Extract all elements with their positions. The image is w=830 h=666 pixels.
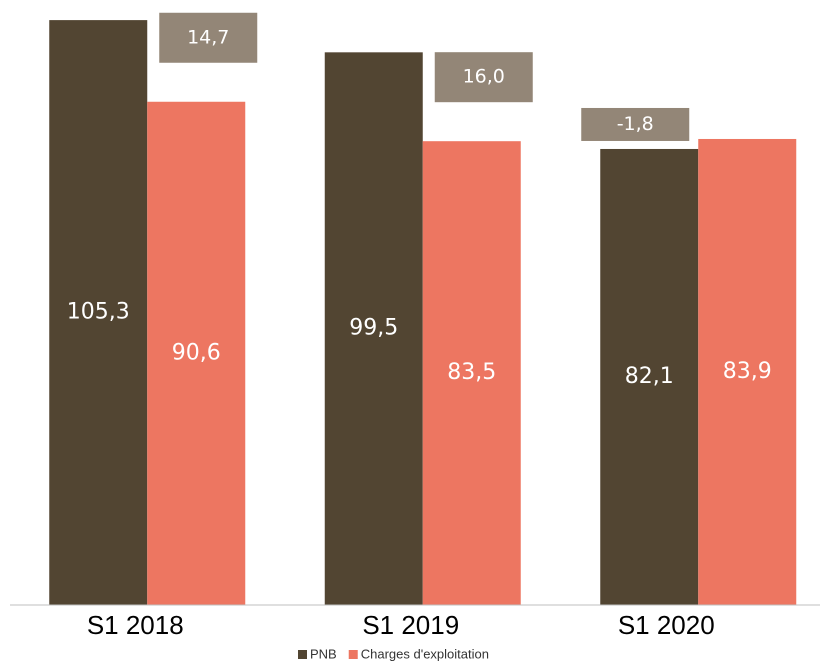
x-tick-label: S1 2018	[87, 610, 184, 640]
difference-label: 16,0	[463, 66, 505, 88]
difference-label: -1,8	[617, 113, 654, 135]
difference-label: 14,7	[187, 26, 229, 48]
legend-swatch	[298, 650, 307, 659]
bar	[324, 52, 423, 605]
bar	[147, 101, 246, 605]
difference-box	[159, 12, 258, 63]
value-label: 99,5	[349, 316, 398, 341]
value-label: 83,9	[723, 359, 772, 384]
bar	[49, 20, 148, 605]
difference-box	[434, 52, 533, 103]
difference-box	[581, 107, 690, 141]
x-tick-label: S1 2020	[618, 610, 715, 640]
value-label: 82,1	[625, 364, 674, 389]
value-label: 105,3	[67, 300, 130, 325]
bar	[698, 138, 797, 605]
bar	[600, 148, 699, 606]
legend-label: Charges d'exploitation	[361, 646, 489, 661]
value-label: 83,5	[447, 360, 496, 385]
x-tick-label: S1 2019	[362, 610, 459, 640]
value-label: 90,6	[172, 340, 221, 365]
bar	[422, 141, 521, 606]
legend-swatch	[348, 650, 358, 659]
legend-label: PNB	[310, 646, 337, 661]
